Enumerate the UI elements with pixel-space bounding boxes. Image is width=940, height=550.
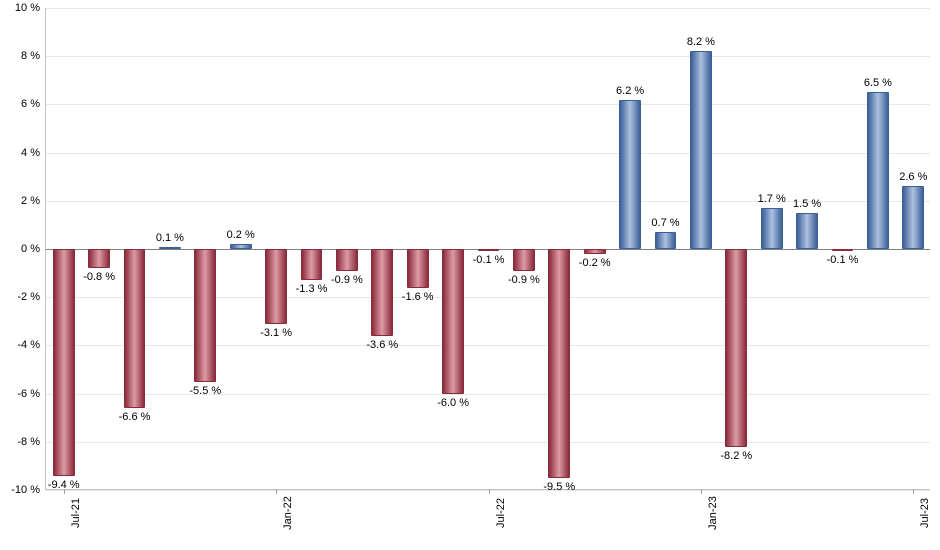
gridline — [46, 104, 930, 105]
y-tick-label: 8 % — [21, 50, 46, 62]
bar — [832, 249, 854, 251]
bar-label: -6.0 % — [437, 397, 469, 409]
bar — [194, 249, 216, 382]
x-tick-mark — [913, 489, 914, 494]
bar-label: 0.2 % — [227, 229, 255, 241]
y-tick-label: 2 % — [21, 195, 46, 207]
bar — [478, 249, 500, 251]
bar-label: -0.9 % — [508, 274, 540, 286]
bar — [867, 92, 889, 249]
bar — [548, 249, 570, 478]
bar-label: -0.1 % — [473, 254, 505, 266]
y-tick-label: 10 % — [15, 2, 46, 14]
bar-label: -1.6 % — [402, 291, 434, 303]
y-tick-label: -2 % — [17, 291, 46, 303]
bar-label: -8.2 % — [720, 450, 752, 462]
y-tick-label: 6 % — [21, 98, 46, 110]
y-tick-label: -8 % — [17, 436, 46, 448]
bar — [655, 232, 677, 249]
bar — [761, 208, 783, 249]
bar-label: 8.2 % — [687, 36, 715, 48]
y-tick-label: -4 % — [17, 339, 46, 351]
y-tick-label: 4 % — [21, 147, 46, 159]
bar-label: 0.7 % — [651, 217, 679, 229]
gridline — [46, 297, 930, 298]
bar-label: -3.6 % — [366, 339, 398, 351]
bar-label: -5.5 % — [189, 385, 221, 397]
bar — [584, 249, 606, 254]
bar — [265, 249, 287, 324]
chart-container: -10 % -8 % -6 % -4 % -2 % 0 % 2 % 4 % 6 % 8 % 10 %… — [0, 0, 940, 550]
gridline — [46, 8, 930, 9]
bar-label: -0.2 % — [579, 257, 611, 269]
x-tick-mark — [276, 489, 277, 494]
x-tick-label: Jan-22 — [276, 496, 294, 530]
bar-label: 6.5 % — [864, 77, 892, 89]
bar — [159, 247, 181, 249]
bar-label: 6.2 % — [616, 85, 644, 97]
x-tick-mark — [489, 489, 490, 494]
y-tick-label: -10 % — [11, 484, 46, 496]
bar — [513, 249, 535, 271]
bar — [690, 51, 712, 249]
y-tick-label: -6 % — [17, 388, 46, 400]
x-tick-label: Jul-23 — [913, 498, 931, 528]
bar-label: -0.9 % — [331, 274, 363, 286]
x-tick-label: Jul-21 — [64, 498, 82, 528]
bar — [371, 249, 393, 336]
bar — [796, 213, 818, 249]
x-tick-mark — [64, 489, 65, 494]
x-tick-label: Jul-22 — [489, 498, 507, 528]
bar — [725, 249, 747, 447]
gridline — [46, 56, 930, 57]
gridline — [46, 442, 930, 443]
bar — [407, 249, 429, 288]
bar — [88, 249, 110, 268]
bar-label: -6.6 % — [119, 411, 151, 423]
bar — [301, 249, 323, 280]
plot-area: -10 %-8 %-6 %-4 %-2 %0 %2 %4 %6 %8 %10 %… — [45, 8, 930, 490]
y-tick-label: 0 % — [21, 243, 46, 255]
bar — [336, 249, 358, 271]
bar-label: -0.1 % — [827, 254, 859, 266]
x-tick-mark — [701, 489, 702, 494]
bar-label: 2.6 % — [899, 171, 927, 183]
bar-label: 0.1 % — [156, 232, 184, 244]
bar — [230, 244, 252, 249]
bar — [902, 186, 924, 249]
bar-label: -1.3 % — [296, 283, 328, 295]
bar — [619, 100, 641, 249]
gridline — [46, 345, 930, 346]
x-tick-label: Jan-23 — [701, 496, 719, 530]
bar-label: -0.8 % — [83, 271, 115, 283]
bar-label: 1.5 % — [793, 198, 821, 210]
bar-label: 1.7 % — [758, 193, 786, 205]
bar-label: -9.5 % — [543, 481, 575, 493]
bar — [53, 249, 75, 476]
bar-label: -3.1 % — [260, 327, 292, 339]
bar — [442, 249, 464, 394]
bar — [124, 249, 146, 408]
gridline — [46, 394, 930, 395]
gridline — [46, 153, 930, 154]
